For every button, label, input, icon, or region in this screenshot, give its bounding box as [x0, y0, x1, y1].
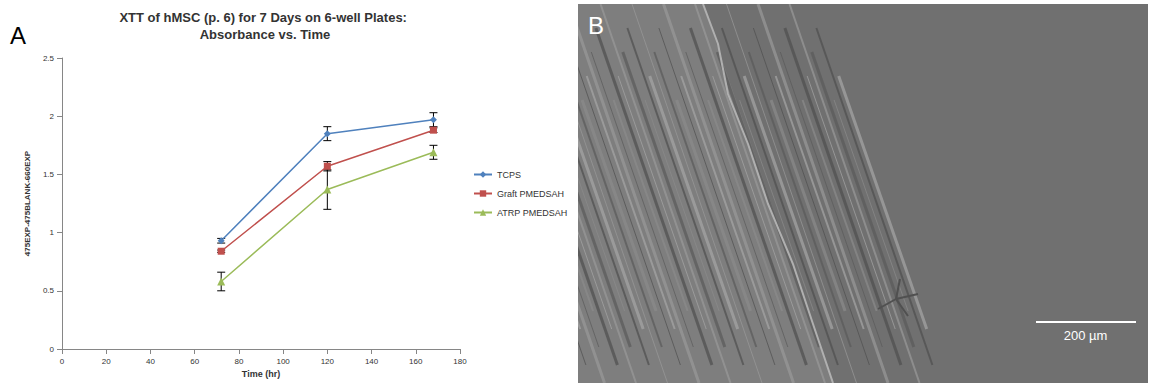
svg-text:TCPS: TCPS [497, 170, 521, 180]
svg-text:40: 40 [146, 357, 155, 366]
html-text:A: A [10, 22, 26, 49]
svg-text:XTT of hMSC (p. 6) for 7 Days: XTT of hMSC (p. 6) for 7 Days on 6-well … [119, 10, 410, 25]
svg-text:0: 0 [60, 357, 65, 366]
svg-text:80: 80 [234, 357, 243, 366]
svg-text:2.5: 2.5 [43, 54, 55, 63]
svg-text:100: 100 [276, 357, 290, 366]
svg-text:60: 60 [190, 357, 199, 366]
svg-text:160: 160 [409, 357, 423, 366]
svg-text:ATRP PMEDSAH: ATRP PMEDSAH [497, 208, 567, 218]
svg-text:Graft PMEDSAH: Graft PMEDSAH [497, 189, 564, 199]
svg-text:140: 140 [365, 357, 379, 366]
html-text:B: B [588, 12, 604, 39]
svg-text:475EXP-475BLANK-660EXP: 475EXP-475BLANK-660EXP [23, 150, 32, 256]
svg-text:1: 1 [50, 228, 55, 237]
svg-text:Absorbance vs. Time: Absorbance vs. Time [200, 27, 331, 42]
svg-text:180: 180 [453, 357, 467, 366]
svg-text:0.5: 0.5 [43, 286, 55, 295]
svg-text:0: 0 [50, 345, 55, 354]
svg-text:2: 2 [50, 112, 55, 121]
svg-text:1.5: 1.5 [43, 170, 55, 179]
svg-text:20: 20 [102, 357, 111, 366]
svg-text:120: 120 [321, 357, 335, 366]
svg-text:Time (hr): Time (hr) [242, 369, 280, 379]
html-text:200 µm: 200 µm [1063, 328, 1108, 343]
